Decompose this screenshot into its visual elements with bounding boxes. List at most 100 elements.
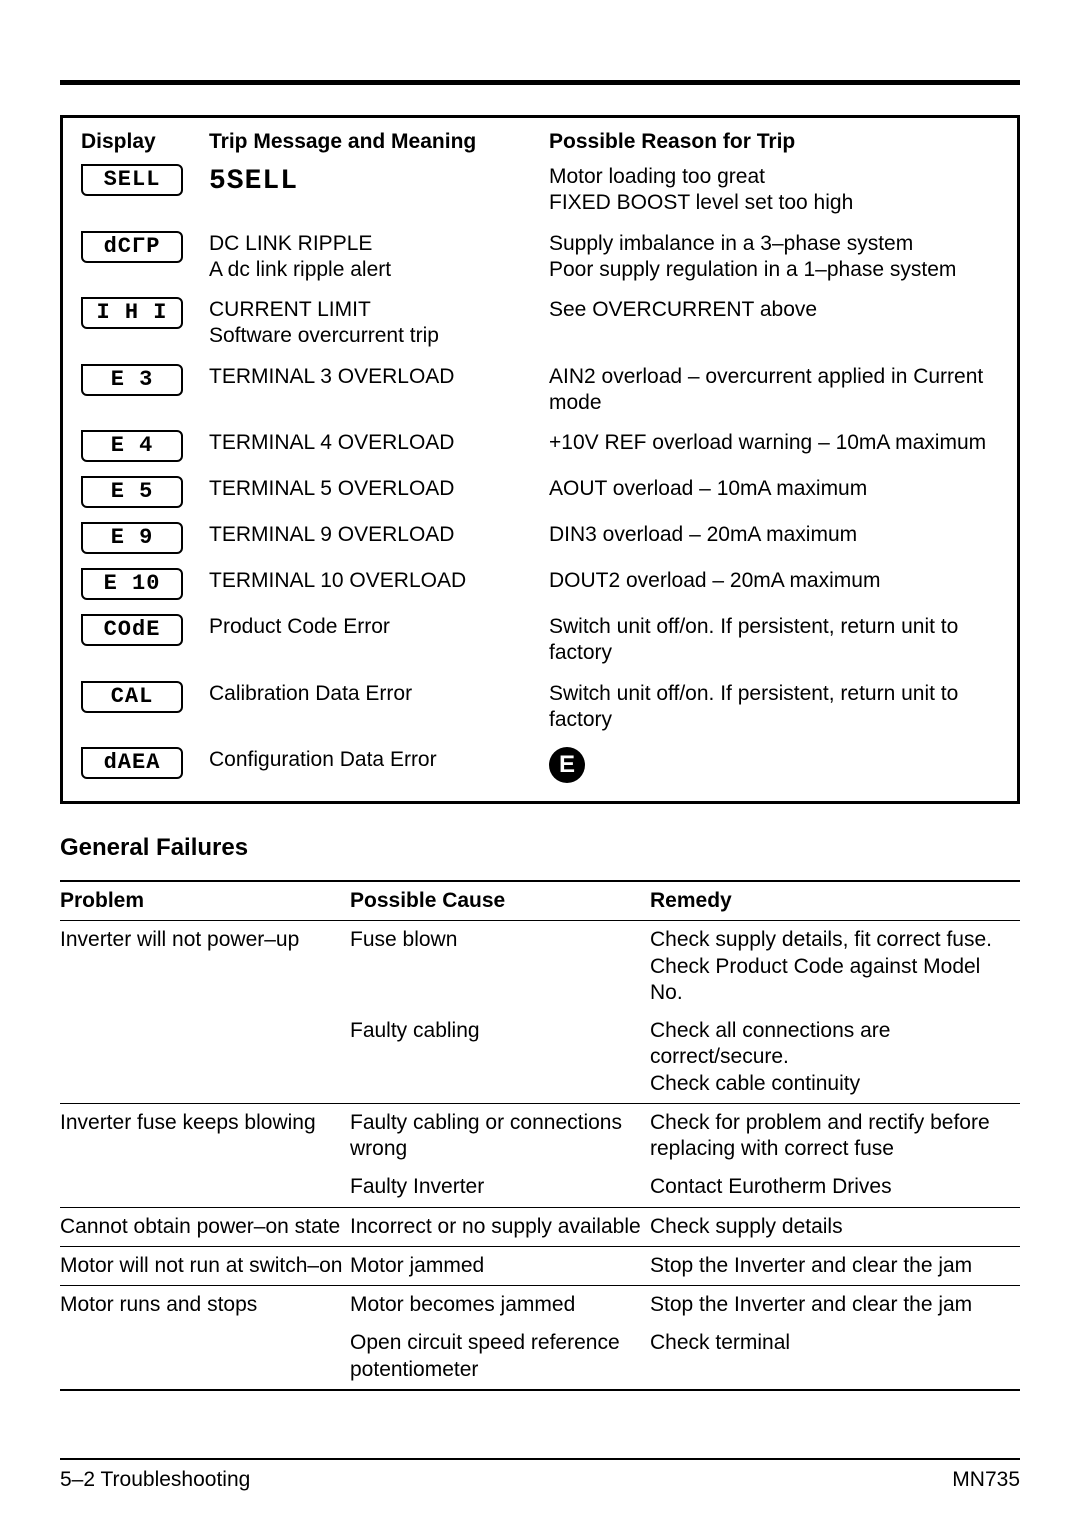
- message-cell: CURRENT LIMIT Software overcurrent trip: [209, 297, 549, 350]
- table-row: Inverter fuse keeps blowingFaulty cablin…: [60, 1103, 1020, 1168]
- trip-row: E 5 TERMINAL 5 OVERLOAD AOUT overload – …: [81, 476, 999, 508]
- trip-row: E 3 TERMINAL 3 OVERLOAD AIN2 overload – …: [81, 364, 999, 417]
- header-reason: Possible Reason for Trip: [549, 130, 999, 154]
- header-problem: Problem: [60, 881, 350, 921]
- trip-row: CAL Calibration Data Error Switch unit o…: [81, 681, 999, 734]
- seven-segment-text: 5SELL: [209, 166, 298, 197]
- reason-line2: Poor supply regulation in a 1–phase syst…: [549, 257, 999, 283]
- cell-cause: Faulty Inverter: [350, 1168, 650, 1207]
- reason-cell: AIN2 overload – overcurrent applied in C…: [549, 364, 999, 417]
- cell-cause: Incorrect or no supply available: [350, 1207, 650, 1246]
- footer-left: 5–2 Troubleshooting: [60, 1468, 250, 1492]
- footer-right: MN735: [952, 1468, 1020, 1492]
- cell-remedy: Stop the Inverter and clear the jam: [650, 1286, 1020, 1325]
- display-cell: dCΓP: [81, 231, 209, 263]
- header-message: Trip Message and Meaning: [209, 130, 549, 154]
- seven-segment-display: dCΓP: [81, 231, 183, 263]
- cell-remedy: Check all connections are correct/secure…: [650, 1012, 1020, 1103]
- reason-line1: DOUT2 overload – 20mA maximum: [549, 568, 999, 594]
- reason-cell: DOUT2 overload – 20mA maximum: [549, 568, 999, 594]
- message-cell: TERMINAL 4 OVERLOAD: [209, 430, 549, 456]
- reason-cell: Switch unit off/on. If persistent, retur…: [549, 614, 999, 667]
- trip-row: dCΓP DC LINK RIPPLE A dc link ripple ale…: [81, 231, 999, 284]
- message-line1: DC LINK RIPPLE: [209, 231, 549, 257]
- reason-line1: Switch unit off/on. If persistent, retur…: [549, 681, 999, 734]
- seven-segment-display: E 9: [81, 522, 183, 554]
- seven-segment-display: E 3: [81, 364, 183, 396]
- reason-line1: AIN2 overload – overcurrent applied in C…: [549, 364, 999, 417]
- seven-segment-display: SELL: [81, 164, 183, 196]
- reason-line1: DIN3 overload – 20mA maximum: [549, 522, 999, 548]
- seven-segment-display: E 4: [81, 430, 183, 462]
- header-display: Display: [81, 130, 209, 154]
- reason-cell: Motor loading too great FIXED BOOST leve…: [549, 164, 999, 217]
- cell-remedy: Contact Eurotherm Drives: [650, 1168, 1020, 1207]
- cell-problem: [60, 1324, 350, 1390]
- display-cell: E 3: [81, 364, 209, 396]
- display-cell: I H I: [81, 297, 209, 329]
- table-row: Faulty InverterContact Eurotherm Drives: [60, 1168, 1020, 1207]
- general-failures-title: General Failures: [60, 834, 1020, 862]
- message-cell: TERMINAL 5 OVERLOAD: [209, 476, 549, 502]
- cell-remedy: Check supply details, fit correct fuse. …: [650, 921, 1020, 1012]
- cell-remedy: Check terminal: [650, 1324, 1020, 1390]
- reason-line1: +10V REF overload warning – 10mA maximum: [549, 430, 999, 456]
- message-line2: Software overcurrent trip: [209, 323, 549, 349]
- display-cell: SELL: [81, 164, 209, 196]
- cell-problem: Inverter will not power–up: [60, 921, 350, 1012]
- reason-cell: DIN3 overload – 20mA maximum: [549, 522, 999, 548]
- trip-row: E 9 TERMINAL 9 OVERLOAD DIN3 overload – …: [81, 522, 999, 554]
- cell-cause: Motor jammed: [350, 1246, 650, 1285]
- trip-message-table: Display Trip Message and Meaning Possibl…: [60, 115, 1020, 804]
- table-row: Inverter will not power–upFuse blownChec…: [60, 921, 1020, 1012]
- message-line1: TERMINAL 10 OVERLOAD: [209, 568, 549, 594]
- message-cell: 5SELL: [209, 164, 549, 199]
- message-line1: TERMINAL 5 OVERLOAD: [209, 476, 549, 502]
- cell-remedy: Stop the Inverter and clear the jam: [650, 1246, 1020, 1285]
- display-cell: E 5: [81, 476, 209, 508]
- seven-segment-display: dAEA: [81, 747, 183, 779]
- trip-row: I H I CURRENT LIMIT Software overcurrent…: [81, 297, 999, 350]
- table-row: Motor will not run at switch–onMotor jam…: [60, 1246, 1020, 1285]
- display-cell: CAL: [81, 681, 209, 713]
- trip-row: E 4 TERMINAL 4 OVERLOAD +10V REF overloa…: [81, 430, 999, 462]
- cell-remedy: Check for problem and rectify before rep…: [650, 1103, 1020, 1168]
- reason-cell: +10V REF overload warning – 10mA maximum: [549, 430, 999, 456]
- header-cause: Possible Cause: [350, 881, 650, 921]
- message-line1: TERMINAL 3 OVERLOAD: [209, 364, 549, 390]
- cell-problem: Cannot obtain power–on state: [60, 1207, 350, 1246]
- cell-cause: Faulty cabling: [350, 1012, 650, 1103]
- display-cell: E 4: [81, 430, 209, 462]
- cell-cause: Faulty cabling or connections wrong: [350, 1103, 650, 1168]
- cell-problem: Inverter fuse keeps blowing: [60, 1103, 350, 1168]
- message-cell: TERMINAL 3 OVERLOAD: [209, 364, 549, 390]
- message-line1: Calibration Data Error: [209, 681, 549, 707]
- message-cell: TERMINAL 10 OVERLOAD: [209, 568, 549, 594]
- trip-header-row: Display Trip Message and Meaning Possibl…: [81, 130, 999, 154]
- seven-segment-display: I H I: [81, 297, 183, 329]
- message-line1: TERMINAL 9 OVERLOAD: [209, 522, 549, 548]
- trip-row: dAEA Configuration Data Error E: [81, 747, 999, 783]
- general-failures-table: Problem Possible Cause Remedy Inverter w…: [60, 880, 1020, 1391]
- reason-line2: FIXED BOOST level set too high: [549, 190, 999, 216]
- cell-remedy: Check supply details: [650, 1207, 1020, 1246]
- table-row: Motor runs and stopsMotor becomes jammed…: [60, 1286, 1020, 1325]
- cell-problem: [60, 1168, 350, 1207]
- display-cell: E 9: [81, 522, 209, 554]
- reason-line1: See OVERCURRENT above: [549, 297, 999, 323]
- page-footer: 5–2 Troubleshooting MN735: [60, 1458, 1020, 1492]
- trip-row: COdE Product Code Error Switch unit off/…: [81, 614, 999, 667]
- cell-cause: Open circuit speed reference potentiomet…: [350, 1324, 650, 1390]
- trip-row: E 10 TERMINAL 10 OVERLOAD DOUT2 overload…: [81, 568, 999, 600]
- message-cell: TERMINAL 9 OVERLOAD: [209, 522, 549, 548]
- reason-line1: Switch unit off/on. If persistent, retur…: [549, 614, 999, 667]
- cell-cause: Fuse blown: [350, 921, 650, 1012]
- seven-segment-display: CAL: [81, 681, 183, 713]
- table-row: Faulty cablingCheck all connections are …: [60, 1012, 1020, 1103]
- table-row: Open circuit speed reference potentiomet…: [60, 1324, 1020, 1390]
- message-line2: A dc link ripple alert: [209, 257, 549, 283]
- reason-cell: E: [549, 747, 999, 783]
- cell-problem: [60, 1012, 350, 1103]
- reason-line1: Supply imbalance in a 3–phase system: [549, 231, 999, 257]
- message-line1: Configuration Data Error: [209, 747, 549, 773]
